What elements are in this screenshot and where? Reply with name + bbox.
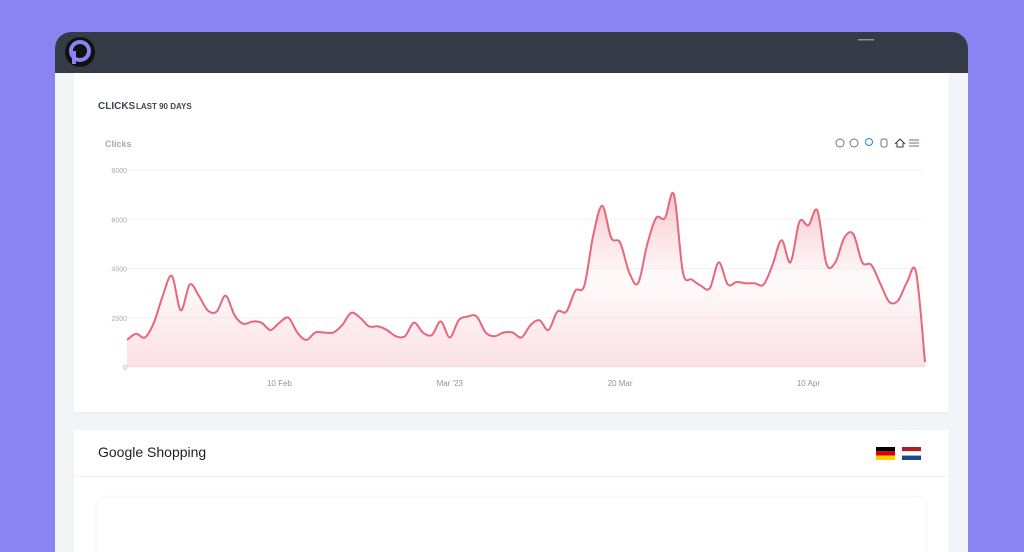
section-title: Google Shopping bbox=[98, 444, 206, 460]
x-tick-label: 10 Feb bbox=[267, 379, 292, 388]
flag-nl[interactable] bbox=[901, 447, 922, 460]
card-subtitle: LAST 90 DAYS bbox=[136, 102, 192, 111]
flag-stripe bbox=[876, 447, 895, 452]
y-tick-label: 6000 bbox=[111, 217, 127, 224]
toolbar bbox=[835, 138, 919, 148]
zoom-select[interactable] bbox=[865, 138, 873, 146]
pan[interactable] bbox=[880, 138, 888, 148]
x-tick-label: 10 Apr bbox=[797, 379, 820, 388]
logo[interactable] bbox=[55, 32, 968, 73]
y-tick-label: 2000 bbox=[111, 316, 127, 323]
y-tick-label: 4000 bbox=[111, 267, 127, 274]
y-tick-label: 8000 bbox=[111, 168, 127, 175]
y-tick-label: 0 bbox=[123, 365, 127, 372]
y-axis-title: Clicks bbox=[105, 139, 132, 149]
menu[interactable] bbox=[909, 139, 919, 147]
x-tick-label: Mar '23 bbox=[437, 379, 464, 388]
logo-ring bbox=[69, 40, 91, 62]
top-bar bbox=[55, 32, 968, 73]
flag-stripe bbox=[876, 451, 895, 456]
line bbox=[126, 191, 926, 363]
zoom-out[interactable] bbox=[849, 138, 859, 148]
card-title: CLICKS bbox=[98, 101, 136, 112]
chart: CLICKS LAST 90 DAYS Clicks Google Shoppi… bbox=[98, 101, 926, 460]
shopping-card bbox=[74, 430, 949, 552]
bar-line bbox=[858, 39, 874, 41]
flag-stripe bbox=[902, 455, 921, 460]
flag-stripe bbox=[876, 455, 895, 460]
flag-stripe bbox=[902, 447, 921, 452]
flag-stripe bbox=[901, 451, 922, 456]
page: CLICKS LAST 90 DAYS Clicks Google Shoppi… bbox=[55, 32, 968, 552]
flag-de[interactable] bbox=[876, 447, 895, 460]
zoom-in[interactable] bbox=[835, 138, 845, 148]
divider bbox=[74, 476, 949, 477]
reset[interactable] bbox=[894, 138, 906, 148]
x-tick-label: 20 Mar bbox=[608, 379, 633, 388]
area bbox=[127, 192, 925, 367]
logo-stem bbox=[72, 51, 76, 64]
